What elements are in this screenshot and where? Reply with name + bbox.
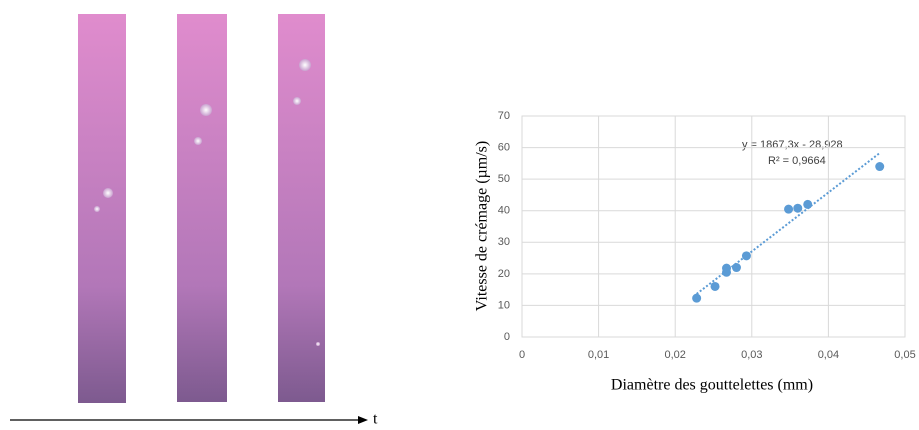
droplet [316,342,320,346]
y-tick-label: 10 [498,299,510,311]
point [692,293,702,303]
y-tick-label: 50 [498,173,510,185]
point [731,263,741,273]
equation: y = 1867,3x - 28,928 [742,139,843,151]
strip [78,14,126,403]
droplet [200,104,212,116]
arrow-head [358,416,368,424]
y-tick-label: 40 [498,205,510,217]
y-axis-label: Vitesse de crémage (µm/s) [474,141,491,311]
y-tick-label: 60 [498,141,510,153]
trendline [696,152,881,295]
y-tick-label: 20 [498,268,510,280]
point [793,203,803,213]
droplet [299,59,311,71]
x-tick-label: 0,01 [588,349,609,361]
y-tick-label: 30 [498,236,510,248]
point [784,204,794,214]
point [875,162,885,172]
strip [177,14,227,402]
droplet [293,97,301,105]
time-label: t [373,411,378,428]
x-axis-label: Diamètre des gouttelettes (mm) [611,377,813,394]
r-squared: R² = 0,9664 [768,155,826,167]
y-tick-label: 0 [504,331,510,343]
point [741,251,751,261]
x-tick-label: 0,03 [741,349,762,361]
x-tick-label: 0,04 [818,349,839,361]
x-tick-label: 0 [519,349,525,361]
point [710,281,720,291]
y-tick-label: 70 [498,110,510,122]
point [803,199,813,209]
x-tick-label: 0,02 [664,349,685,361]
droplet [194,137,202,145]
x-tick-label: 0,05 [894,349,915,361]
photo-strips [78,14,325,403]
plot-area [521,115,906,338]
droplet [103,188,113,198]
droplet [94,206,100,212]
point [722,263,732,273]
strip [278,14,325,402]
